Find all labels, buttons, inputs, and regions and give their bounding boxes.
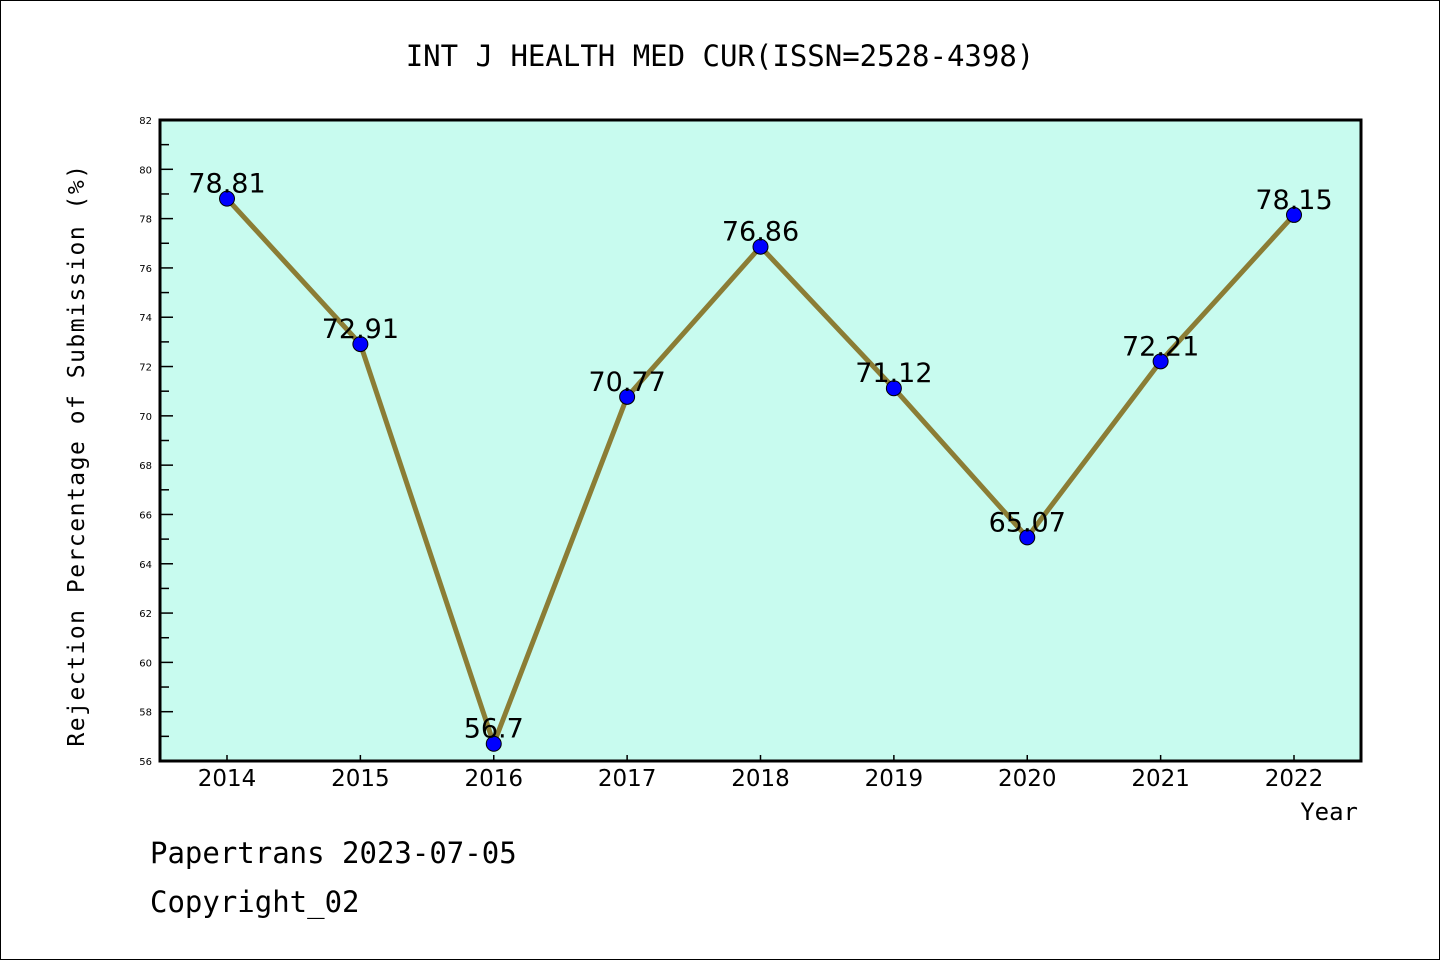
data-point	[1152, 353, 1169, 370]
data-point	[219, 190, 235, 207]
y-tick-label: 76	[139, 264, 152, 275]
x-axis-label: Year	[1300, 798, 1358, 826]
footer-date: Papertrans 2023-07-05	[150, 836, 517, 870]
y-tick-label: 58	[139, 708, 152, 719]
y-axis-label: Rejection Percentage of Submission (%)	[64, 163, 90, 746]
y-tick-label: 78	[139, 215, 152, 226]
data-point	[752, 238, 769, 255]
y-tick-label: 72	[139, 363, 152, 374]
y-tick-label: 56	[139, 757, 152, 768]
data-label: 70.77	[588, 367, 665, 398]
x-tick-label: 2020	[998, 766, 1057, 792]
y-tick-label: 66	[139, 510, 152, 521]
x-tick-label: 2014	[198, 766, 257, 792]
x-tick-label: 2017	[598, 766, 657, 792]
chart-title: INT J HEALTH MED CUR(ISSN=2528-4398)	[406, 39, 1035, 73]
plot-border	[158, 118, 1363, 763]
data-label: 72.21	[1122, 331, 1199, 362]
y-tick-label: 68	[139, 461, 152, 472]
data-point	[1019, 529, 1036, 546]
y-tick-label: 70	[139, 412, 152, 423]
y-tick-label: 74	[139, 313, 152, 324]
data-label: 56.7	[464, 714, 524, 745]
data-label: 65.07	[989, 507, 1066, 538]
data-label: 71.12	[855, 358, 932, 389]
data-point	[352, 336, 369, 353]
x-tick-label: 2018	[731, 766, 790, 792]
data-label: 72.91	[322, 314, 399, 345]
data-point	[885, 380, 902, 397]
data-point	[619, 388, 636, 405]
data-label: 76.86	[722, 217, 799, 248]
y-tick-label: 64	[139, 560, 152, 571]
plot-area	[160, 120, 1361, 761]
y-tick-label: 80	[139, 165, 152, 176]
footer-copyright: Copyright_02	[150, 885, 360, 919]
x-tick-label: 2015	[331, 766, 390, 792]
data-point	[1286, 206, 1302, 223]
y-tick-label: 62	[139, 609, 152, 620]
x-tick-label: 2016	[464, 766, 523, 792]
x-tick-label: 2019	[865, 766, 924, 792]
y-tick-label: 60	[139, 658, 152, 669]
data-label: 78.81	[188, 169, 265, 200]
x-tick-label: 2021	[1131, 766, 1190, 792]
data-point	[485, 735, 502, 752]
data-label: 78.15	[1255, 185, 1332, 216]
y-tick-label: 82	[139, 116, 152, 127]
x-tick-label: 2022	[1265, 766, 1324, 792]
